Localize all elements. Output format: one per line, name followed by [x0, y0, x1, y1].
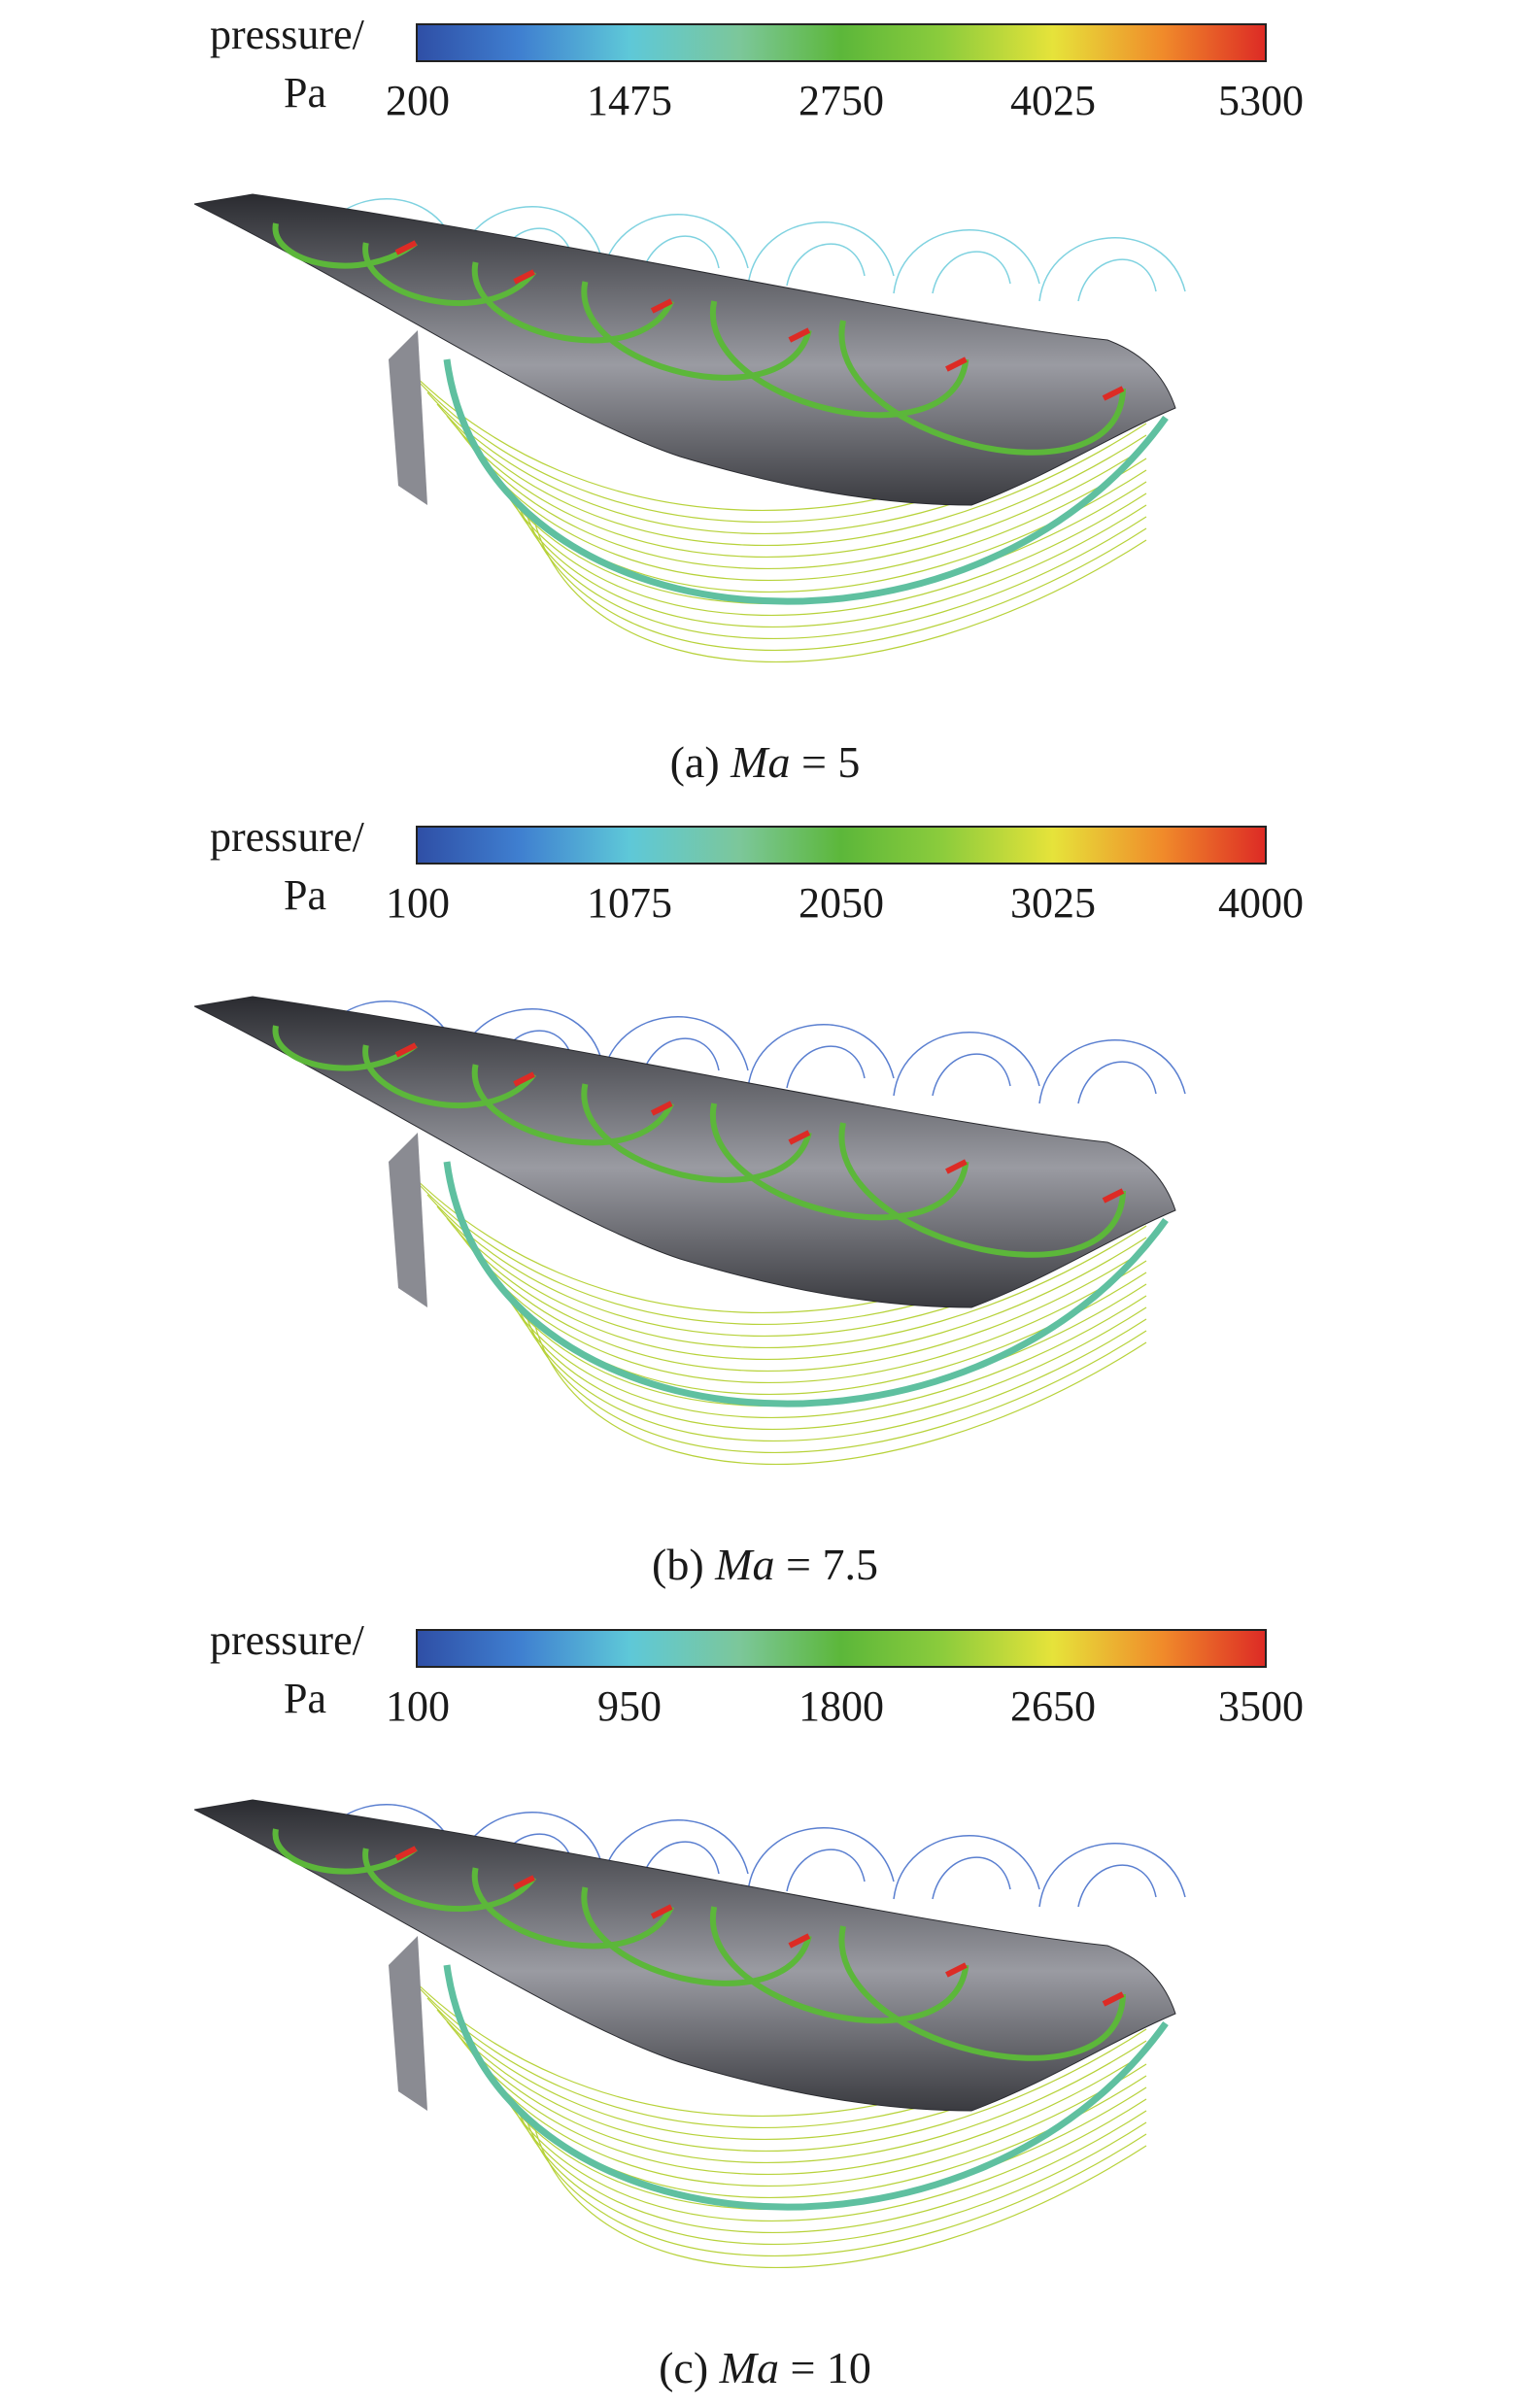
figure-panel-a: pressure/ Pa 200 1475 2750 4025 5300 (a)… — [0, 0, 1530, 802]
colorbar-tick: 1475 — [587, 77, 672, 124]
colorbar-tick: 950 — [597, 1682, 662, 1730]
lower-surface-contours — [407, 1170, 1147, 1465]
colorbar-tick: 100 — [386, 1682, 450, 1730]
vertical-fin — [389, 1133, 427, 1307]
colorbar-label-quantity: pressure/ — [210, 813, 364, 861]
colorbar-tick: 5300 — [1218, 77, 1304, 124]
colorbar-tick: 4025 — [1010, 77, 1096, 124]
wing-pressure-contour-render — [194, 1799, 1186, 2268]
panel-caption: (a) Ma = 5 — [669, 737, 861, 787]
vertical-fin — [389, 330, 427, 505]
vertical-fin — [389, 1936, 427, 2111]
colorbar-tick: 1075 — [587, 879, 672, 927]
colorbar-label-unit: Pa — [284, 871, 326, 919]
panel-caption: (c) Ma = 10 — [659, 2343, 871, 2392]
colorbar-tick: 2750 — [799, 77, 884, 124]
pressure-colorbar — [416, 826, 1267, 865]
contour-slices — [272, 1025, 1126, 1258]
wing-body — [194, 193, 1176, 506]
figure-panel-c: pressure/ Pa 100 950 1800 2650 3500 (c) … — [0, 1606, 1530, 2408]
colorbar-tick: 3025 — [1010, 879, 1096, 927]
contour-slices — [272, 222, 1126, 456]
colorbar-label-quantity: pressure/ — [210, 11, 364, 58]
colorbar-label-quantity: pressure/ — [210, 1616, 364, 1664]
colorbar-tick: 4000 — [1218, 879, 1304, 927]
colorbar-tick: 200 — [386, 77, 450, 124]
wing-pressure-contour-render — [194, 996, 1186, 1465]
panel-caption: (b) Ma = 7.5 — [652, 1540, 878, 1589]
contour-slices — [272, 1828, 1126, 2061]
figure-panel-b: pressure/ Pa 100 1075 2050 3025 4000 (b)… — [0, 802, 1530, 1605]
colorbar-label-unit: Pa — [284, 69, 326, 117]
wing-body — [194, 996, 1176, 1308]
colorbar-tick: 2650 — [1010, 1682, 1096, 1730]
pressure-colorbar — [416, 1629, 1267, 1668]
pressure-colorbar — [416, 23, 1267, 62]
colorbar-tick: 1800 — [799, 1682, 884, 1730]
colorbar-tick: 2050 — [799, 879, 884, 927]
colorbar-tick: 3500 — [1218, 1682, 1304, 1730]
wing-body — [194, 1799, 1176, 2112]
colorbar-tick: 100 — [386, 879, 450, 927]
wing-pressure-contour-render — [194, 193, 1186, 662]
colorbar-label-unit: Pa — [284, 1675, 326, 1722]
